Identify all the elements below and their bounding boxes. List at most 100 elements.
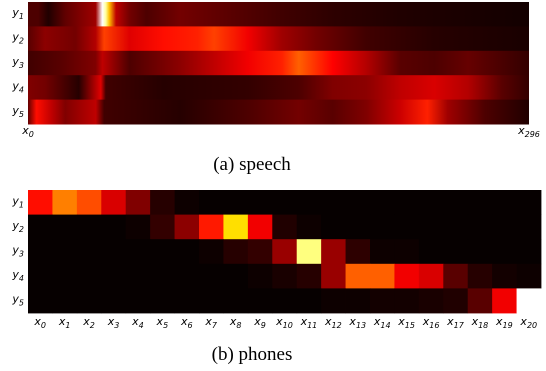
speech-y-tick-y4: y4	[11, 79, 24, 94]
phones-cell-y3-x7	[199, 239, 224, 265]
phones-cell-y4-x20	[516, 263, 542, 289]
phones-cell-y3-x17	[443, 239, 469, 265]
phones-cell-y3-x10	[272, 239, 298, 265]
phones-cell-y3-x19	[492, 239, 517, 265]
speech-y-tick-y2: y2	[11, 31, 24, 46]
phones-cell-y4-x1	[52, 263, 78, 289]
phones-x-tick-x10: x10	[275, 315, 293, 330]
speech-x-ticks: x0 x296	[21, 124, 540, 139]
phones-x-tick-x9: x9	[253, 315, 266, 330]
phones-cell-y1-x11	[296, 190, 322, 215]
phones-cell-y2-x2	[76, 214, 102, 240]
phones-x-tick-x12: x12	[324, 315, 342, 330]
phones-cell-y4-x3	[101, 263, 127, 289]
phones-cell-y2-x16	[418, 214, 444, 240]
speech-caption: (a) speech	[213, 154, 291, 175]
phones-cell-y1-x17	[443, 190, 469, 215]
phones-x-tick-x20: x20	[519, 315, 537, 330]
phones-cell-y3-x16	[418, 239, 444, 265]
phones-cell-y1-x15	[394, 190, 420, 215]
phones-cell-y2-x0	[28, 214, 53, 240]
phones-y-tick-y5: y5	[11, 293, 24, 308]
phones-cell-y4-x13	[345, 263, 371, 289]
speech-y-tick-y3: y3	[11, 55, 24, 70]
speech-row-y2	[28, 26, 529, 52]
phones-cell-y4-x11	[296, 263, 322, 289]
speech-y-ticks: y1 y2 y3 y4 y5	[11, 6, 24, 119]
phones-x-tick-x13: x13	[348, 315, 366, 330]
phones-cell-y4-x19	[492, 263, 517, 289]
phones-cell-y2-x14	[370, 214, 395, 240]
phones-cell-y2-x12	[321, 214, 346, 240]
phones-cell-y5-x9	[247, 288, 273, 314]
phones-cell-y3-x1	[52, 239, 78, 265]
phones-cell-y5-x15	[394, 288, 420, 314]
phones-cell-y1-x0	[28, 190, 53, 215]
phones-cell-y2-x18	[467, 214, 493, 240]
phones-cell-y5-x19	[492, 288, 517, 314]
phones-x-tick-x6: x6	[180, 315, 193, 330]
phones-cell-y3-x8	[223, 239, 249, 265]
phones-y-tick-y1: y1	[11, 194, 24, 209]
phones-cell-y4-x4	[125, 263, 151, 289]
phones-x-tick-x3: x3	[107, 315, 120, 330]
phones-x-tick-x14: x14	[373, 315, 391, 330]
phones-cell-y1-x3	[101, 190, 127, 215]
phones-x-tick-x7: x7	[204, 315, 218, 330]
speech-row-y3	[28, 50, 529, 76]
phones-x-tick-x17: x17	[446, 315, 465, 330]
phones-cell-y3-x2	[76, 239, 102, 265]
phones-cell-y1-x5	[150, 190, 175, 215]
phones-y-tick-y3: y3	[11, 244, 24, 259]
phones-cell-y5-x2	[76, 288, 102, 314]
phones-cell-y4-x12	[321, 263, 346, 289]
phones-cell-y2-x11	[296, 214, 322, 240]
phones-cell-y3-x3	[101, 239, 127, 265]
phones-cell-y2-x9	[247, 214, 273, 240]
speech-row-y4	[28, 75, 529, 101]
phones-x-tick-x0: x0	[33, 315, 46, 330]
phones-cell-y2-x7	[199, 214, 224, 240]
phones-cell-y2-x3	[101, 214, 127, 240]
phones-x-tick-x5: x5	[156, 315, 169, 330]
phones-cell-y5-x20	[516, 288, 542, 314]
phones-x-ticks: x0 x1 x2 x3 x4 x5 x6 x7 x8 x9 x10 x11 x12 x13 x14 x15 x1…	[33, 315, 537, 330]
phones-x-tick-x15: x15	[397, 315, 415, 330]
phones-cell-y4-x16	[418, 263, 444, 289]
phones-y-tick-y2: y2	[11, 219, 24, 234]
speech-x-tick-end: x296	[517, 124, 540, 139]
phones-x-tick-x8: x8	[229, 315, 242, 330]
speech-y-tick-y1: y1	[11, 6, 24, 21]
phones-cell-y4-x15	[394, 263, 420, 289]
phones-heatmap	[28, 190, 542, 314]
phones-x-tick-x16: x16	[422, 315, 440, 330]
phones-cell-y2-x13	[345, 214, 371, 240]
phones-cell-y3-x6	[174, 239, 200, 265]
phones-cell-y1-x20	[516, 190, 542, 215]
phones-cell-y5-x6	[174, 288, 200, 314]
phones-cell-y5-x12	[321, 288, 346, 314]
phones-cell-y4-x14	[370, 263, 395, 289]
phones-cell-y1-x7	[199, 190, 224, 215]
speech-row-y1	[28, 2, 529, 27]
phones-cell-y3-x14	[370, 239, 395, 265]
phones-cell-y4-x18	[467, 263, 493, 289]
phones-cell-y3-x15	[394, 239, 420, 265]
phones-cell-y4-x8	[223, 263, 249, 289]
phones-cell-y2-x10	[272, 214, 298, 240]
phones-cell-y1-x1	[52, 190, 78, 215]
phones-cell-y5-x14	[370, 288, 395, 314]
phones-cell-y1-x10	[272, 190, 298, 215]
phones-x-tick-x18: x18	[471, 315, 489, 330]
phones-cell-y1-x18	[467, 190, 493, 215]
phones-cell-y2-x20	[516, 214, 542, 240]
phones-cell-y2-x1	[52, 214, 78, 240]
phones-y-tick-y4: y4	[11, 268, 24, 283]
phones-cell-y5-x11	[296, 288, 322, 314]
phones-cell-y3-x18	[467, 239, 493, 265]
phones-cell-y4-x10	[272, 263, 298, 289]
phones-cell-y5-x0	[28, 288, 53, 314]
phones-cell-y3-x13	[345, 239, 371, 265]
phones-cell-y2-x8	[223, 214, 249, 240]
phones-cell-y5-x3	[101, 288, 127, 314]
